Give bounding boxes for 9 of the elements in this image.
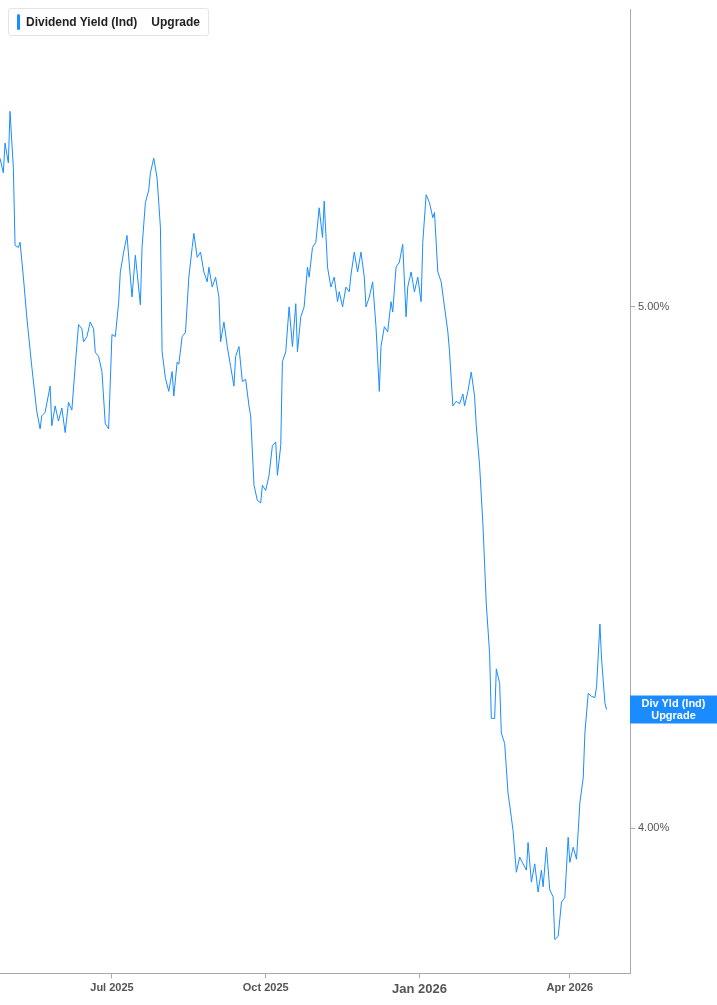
x-tick-label: Jul 2025 xyxy=(90,981,134,994)
x-tick-label: Apr 2026 xyxy=(546,981,594,994)
x-tick-label: Jan 2026 xyxy=(391,980,447,996)
annotation: Upgrade xyxy=(151,15,201,29)
x-tick-label: Oct 2025 xyxy=(242,981,289,994)
y-tick-label: 4.00% xyxy=(638,821,670,834)
legend-label: Dividend Yield (Ind) xyxy=(26,15,138,29)
text: Div Yld (Ind) Upgrade xyxy=(641,696,706,721)
y-tick-label: 5.00% xyxy=(638,299,670,312)
